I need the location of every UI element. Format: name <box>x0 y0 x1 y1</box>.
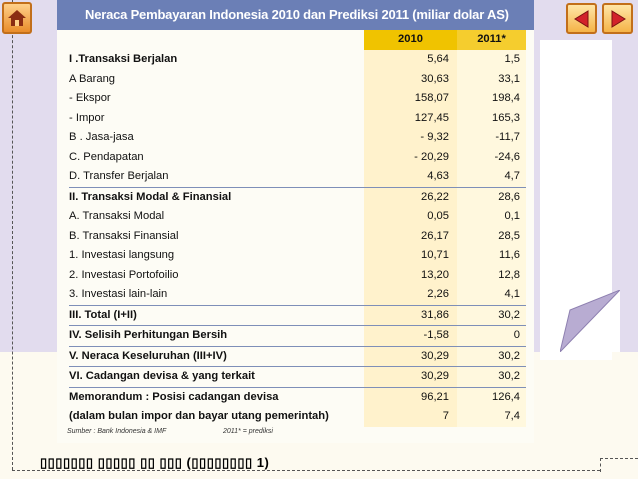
row-label: 2. Investasi Portofoilio <box>69 268 179 281</box>
value-2010: 30,29 <box>364 345 457 367</box>
table-row: B . Jasa-jasa - 9,32 -11,7 <box>69 128 526 148</box>
row-label: III. Total (I+II) <box>69 304 364 326</box>
row-label: I .Transaksi Berjalan <box>69 53 178 65</box>
row-label: A Barang <box>69 72 116 85</box>
value-2011: 126,4 <box>457 386 526 407</box>
value-2011: 4,7 <box>457 167 526 187</box>
table-row: - Ekspor 158,07 198,4 <box>69 89 526 109</box>
value-2011: 30,2 <box>457 366 526 387</box>
table-title: Neraca Pembayaran Indonesia 2010 dan Pre… <box>57 0 534 30</box>
balance-of-payments-table: 2010 2011* I .Transaksi Berjalan 5,64 1,… <box>69 30 526 427</box>
table-row: 3. Investasi lain-lain 2,26 4,1 <box>69 285 526 305</box>
table-row: A. Transaksi Modal 0,05 0,1 <box>69 207 526 227</box>
triangle-right-icon <box>611 9 626 28</box>
table-row: B. Transaksi Finansial 26,17 28,5 <box>69 226 526 246</box>
table-source: Sumber : Bank Indonesia & IMF <box>67 428 167 435</box>
value-2010: 7 <box>364 407 457 427</box>
row-label: C. Pendapatan <box>69 150 144 163</box>
row-label: (dalam bulan impor dan bayar utang pemer… <box>69 410 329 422</box>
value-2010: - 20,29 <box>364 147 457 167</box>
row-label: 1. Investasi langsung <box>69 249 175 261</box>
row-label: D. Transfer Berjalan <box>69 170 169 182</box>
value-2011: 28,5 <box>457 226 526 246</box>
row-label: A. Transaksi Modal <box>69 210 165 222</box>
table-row: (dalam bulan impor dan bayar utang pemer… <box>69 407 526 427</box>
previous-button[interactable] <box>566 3 597 34</box>
triangle-left-icon <box>573 9 588 28</box>
row-label: B . Jasa-jasa <box>69 131 134 143</box>
frame-line-right <box>600 458 601 472</box>
row-label: V. Neraca Keseluruhan (III+IV) <box>69 345 364 367</box>
value-2010: - 9,32 <box>364 128 457 148</box>
table-row: D. Transfer Berjalan 4,63 4,7 <box>69 167 526 187</box>
table-row: 2. Investasi Portofoilio 13,20 12,8 <box>69 265 526 285</box>
value-2010: 0,05 <box>364 207 457 227</box>
row-label: Memorandum : Posisi cadangan devisa <box>69 386 364 407</box>
column-header-2011: 2011* <box>457 30 526 50</box>
value-2010: 30,63 <box>364 69 457 89</box>
slide-caption: ▯▯▯▯▯▯▯ ▯▯▯▯▯ ▯▯ ▯▯▯ (▯▯▯▯▯▯▯▯ 1) <box>40 455 270 470</box>
value-2011: 28,6 <box>457 186 526 207</box>
row-label: II. Transaksi Modal & Finansial <box>69 186 364 207</box>
value-2011: 30,2 <box>457 345 526 367</box>
row-label: 3. Investasi lain-lain <box>69 288 168 300</box>
value-2011: 7,4 <box>457 407 526 427</box>
table-row: A Barang 30,63 33,1 <box>69 69 526 89</box>
table-row: IV. Selisih Perhitungan Bersih -1,58 0 <box>69 325 526 346</box>
value-2011: 165,3 <box>457 108 526 128</box>
row-label: VI. Cadangan devisa & yang terkait <box>69 366 364 387</box>
row-label: B. Transaksi Finansial <box>69 229 179 242</box>
row-label: - Impor <box>69 111 105 124</box>
value-2010: 5,64 <box>364 50 457 70</box>
value-2011: -11,7 <box>457 128 526 148</box>
value-2010: 31,86 <box>364 304 457 326</box>
value-2011: 198,4 <box>457 89 526 109</box>
table-header-row: 2010 2011* <box>69 30 526 50</box>
value-2010: 13,20 <box>364 265 457 285</box>
table-row: III. Total (I+II) 31,86 30,2 <box>69 304 526 326</box>
value-2011: 1,5 <box>457 50 526 70</box>
page-curl-decoration <box>560 290 620 352</box>
value-2011: 11,6 <box>457 246 526 266</box>
value-2010: 26,22 <box>364 186 457 207</box>
table-row: II. Transaksi Modal & Finansial 26,22 28… <box>69 186 526 207</box>
table-row: 1. Investasi langsung 10,71 11,6 <box>69 246 526 266</box>
next-button[interactable] <box>602 3 633 34</box>
value-2011: 0 <box>457 325 526 346</box>
value-2010: 2,26 <box>364 285 457 305</box>
value-2011: -24,6 <box>457 147 526 167</box>
value-2011: 4,1 <box>457 285 526 305</box>
value-2010: 26,17 <box>364 226 457 246</box>
table-row: C. Pendapatan - 20,29 -24,6 <box>69 147 526 167</box>
table-image: Neraca Pembayaran Indonesia 2010 dan Pre… <box>57 0 534 443</box>
column-header-2010: 2010 <box>364 30 457 50</box>
row-label: IV. Selisih Perhitungan Bersih <box>69 325 364 346</box>
table-row: VI. Cadangan devisa & yang terkait 30,29… <box>69 366 526 387</box>
value-2011: 12,8 <box>457 265 526 285</box>
home-button[interactable] <box>2 2 32 34</box>
table-row: I .Transaksi Berjalan 5,64 1,5 <box>69 50 526 70</box>
frame-line-bottom <box>12 470 600 471</box>
value-2011: 0,1 <box>457 207 526 227</box>
table-note: 2011* = prediksi <box>223 428 273 435</box>
table-row: - Impor 127,45 165,3 <box>69 108 526 128</box>
value-2010: 96,21 <box>364 386 457 407</box>
value-2010: 158,07 <box>364 89 457 109</box>
value-2010: 127,45 <box>364 108 457 128</box>
row-label: - Ekspor <box>69 92 111 104</box>
frame-line-left <box>12 0 13 470</box>
table-row: Memorandum : Posisi cadangan devisa 96,2… <box>69 386 526 407</box>
value-2010: -1,58 <box>364 325 457 346</box>
value-2011: 30,2 <box>457 304 526 326</box>
value-2011: 33,1 <box>457 69 526 89</box>
table-row: V. Neraca Keseluruhan (III+IV) 30,29 30,… <box>69 345 526 367</box>
value-2010: 10,71 <box>364 246 457 266</box>
value-2010: 30,29 <box>364 366 457 387</box>
home-icon <box>8 10 26 26</box>
frame-line-corner <box>600 458 638 459</box>
value-2010: 4,63 <box>364 167 457 187</box>
